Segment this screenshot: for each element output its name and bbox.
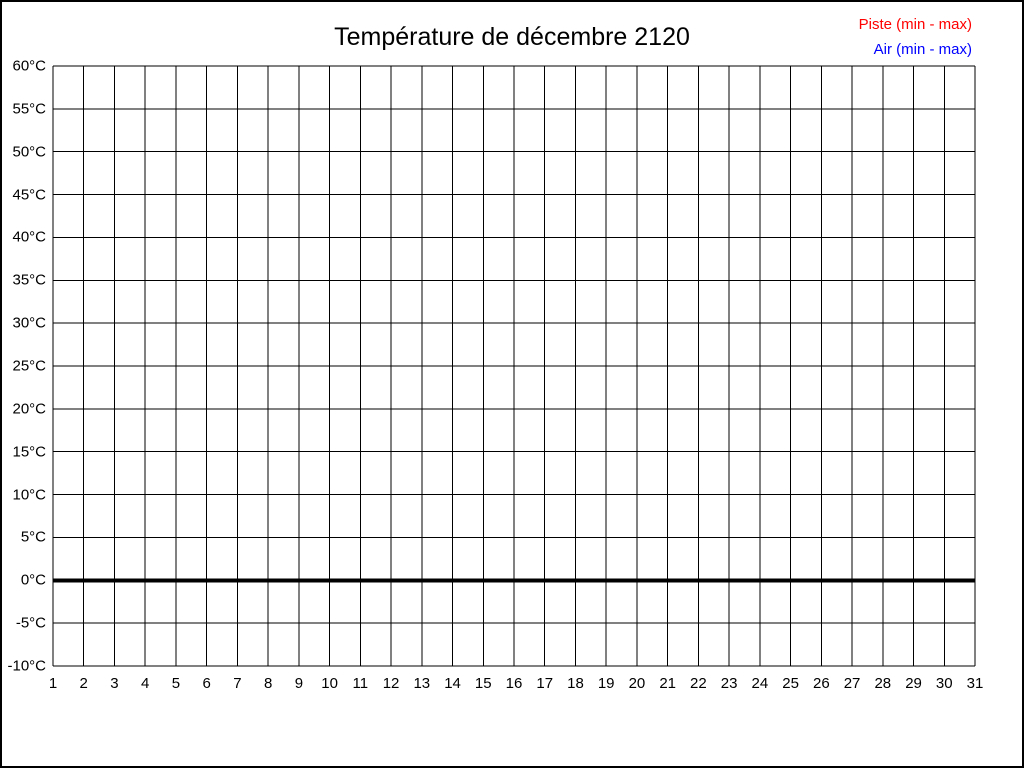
y-axis-tick-label: 5°C [20,528,46,546]
x-axis-tick-label: 28 [874,675,892,692]
x-axis-tick-label: 12 [382,675,400,692]
y-axis-tick-label: 50°C [12,143,46,161]
x-axis-tick-label: 9 [294,675,304,692]
y-axis-tick-label: 25°C [12,357,46,375]
x-axis-tick-label: 14 [444,675,461,692]
x-axis-tick-label: 15 [474,675,492,692]
x-axis-tick-label: 19 [597,675,615,692]
y-axis-tick-label: 35°C [12,271,46,289]
y-axis-tick-label: 15°C [12,443,46,461]
x-axis-tick-label: 30 [935,675,953,692]
legend-entry-piste: Piste (min - max) [858,16,972,33]
y-axis-tick-label: 55°C [12,100,46,118]
y-axis-tick-label: -5°C [15,614,46,632]
x-axis-tick-label: 2 [79,675,88,692]
x-axis-tick-label: 21 [659,675,676,692]
x-axis-tick-label: 18 [567,675,584,692]
x-axis-tick-label: 10 [321,675,338,692]
x-axis-tick-label: 11 [352,675,369,692]
x-axis-tick-label: 27 [843,675,861,692]
x-axis-tick-label: 1 [48,675,58,692]
x-axis-tick-label: 8 [263,675,273,692]
y-axis-tick-label: 45°C [12,186,46,204]
chart-legend: Piste (min - max) Air (min - max) [859,12,972,62]
y-axis-tick-label: 0°C [20,571,46,589]
x-axis-tick-label: 17 [536,675,554,692]
y-axis-tick-label: 30°C [12,314,46,332]
x-axis-tick-label: 22 [690,675,707,692]
x-axis-tick-label: 4 [141,675,150,692]
x-axis-tick-label: 20 [628,675,646,692]
x-axis-tick-label: 7 [233,675,242,692]
x-axis-tick-label: 13 [413,675,431,692]
x-axis-tick-label: 31 [966,675,984,692]
y-axis-tick-label: -10°C [7,657,46,675]
x-axis-tick-label: 16 [505,675,523,692]
x-axis-tick-label: 25 [782,675,799,692]
x-axis-tick-label: 23 [720,675,738,692]
y-axis-tick-label: 20°C [12,400,46,418]
x-axis-tick-label: 24 [751,675,769,692]
x-axis-tick-label: 6 [202,675,211,692]
x-axis-tick-label: 3 [110,675,119,692]
x-axis-tick-label: 29 [905,675,922,692]
y-axis-tick-label: 60°C [12,57,46,75]
x-axis-tick-label: 26 [812,675,830,692]
y-axis-tick-label: 10°C [12,486,46,504]
chart-title: Température de décembre 2120 [334,23,690,51]
y-axis-tick-label: 40°C [12,228,46,246]
x-axis-tick-label: 5 [171,675,181,692]
legend-entry-air: Air (min - max) [873,41,972,58]
